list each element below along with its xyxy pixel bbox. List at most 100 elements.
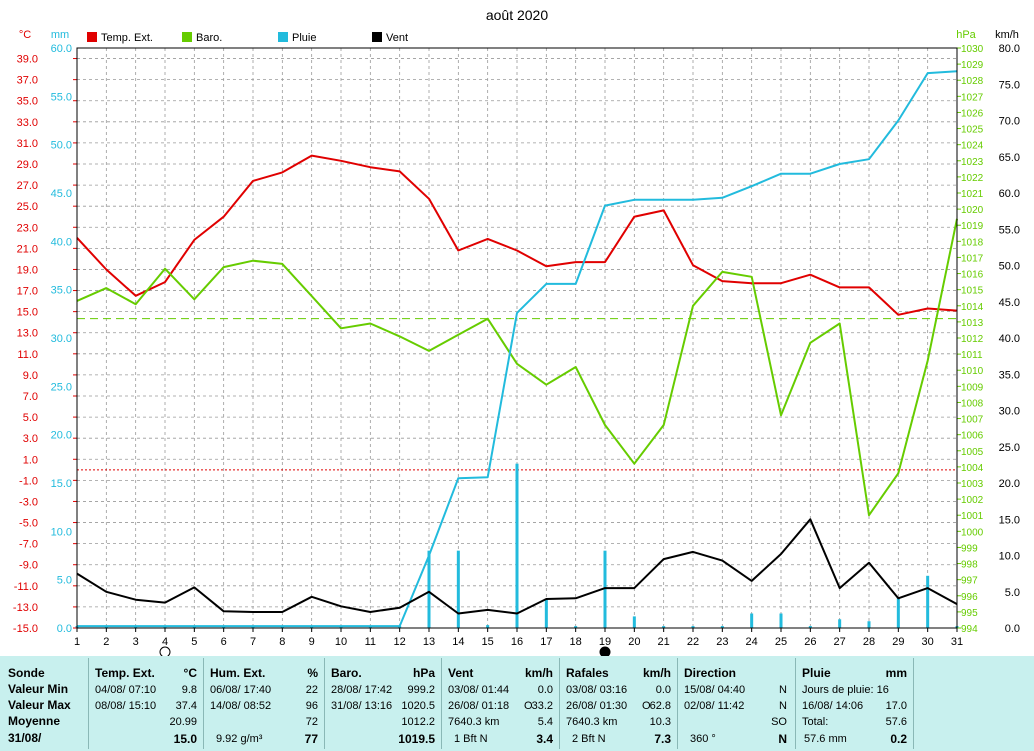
rain-tick-label: 35.0 <box>51 285 72 297</box>
temp-ext-line <box>76 154 958 316</box>
temp-tick-label: 3.0 <box>23 433 38 445</box>
baro-tick-label: 1007 <box>961 415 984 426</box>
rain-bar <box>544 599 548 628</box>
wind-tick-label: 35.0 <box>999 369 1020 381</box>
temp-tick-label: -7.0 <box>19 539 38 551</box>
wind-tick-label: 65.0 <box>999 152 1020 164</box>
series-lines <box>76 70 958 628</box>
raf-current: 7.3 <box>654 732 671 746</box>
raf-avg: 10.3 <box>649 716 671 728</box>
baro-min-date: 28/08/ 17:42 <box>331 684 393 696</box>
hum-column: Hum. Ext. % 06/08/ 17:40 22 14/08/ 08:52… <box>204 656 324 751</box>
wind-tick-label: 15.0 <box>999 514 1020 526</box>
x-tick-label: 3 <box>133 636 139 648</box>
baro-tick-label: 995 <box>961 608 978 619</box>
temp-tick-label: 15.0 <box>17 307 38 319</box>
x-tick-label: 13 <box>423 636 435 648</box>
baro-tick-label: 1015 <box>961 286 984 297</box>
baro-avg: 1012.2 <box>401 716 435 728</box>
vent-bft: 1 Bft N <box>454 733 488 745</box>
x-tick-label: 26 <box>804 636 816 648</box>
legend-label: Baro. <box>196 32 222 44</box>
raf-min-date: 03/08/ 03:16 <box>566 684 628 696</box>
wind-tick-label: 0.0 <box>1005 623 1020 635</box>
baro-tick-label: 999 <box>961 543 978 554</box>
wind-tick-label: 20.0 <box>999 478 1020 490</box>
vent-min-date: 03/08/ 01:44 <box>448 684 510 696</box>
x-tick-label: 6 <box>221 636 227 648</box>
wind-tick-label: 45.0 <box>999 297 1020 309</box>
x-tick-label: 4 <box>162 636 168 648</box>
x-tick-label: 31 <box>951 636 963 648</box>
raf-unit: km/h <box>642 666 671 680</box>
hum-unit: % <box>307 666 318 680</box>
baro-tick-label: 1030 <box>961 44 984 55</box>
pluie-total-label: Total: <box>802 716 829 728</box>
baro-tick-label: 1019 <box>961 221 984 232</box>
hum-min-date: 06/08/ 17:40 <box>210 684 272 696</box>
new-moon-icon <box>599 646 611 656</box>
dir-current: N <box>778 732 787 746</box>
pluie-max-date: 16/08/ 14:06 <box>802 700 864 712</box>
temp-tick-label: -1.0 <box>19 475 38 487</box>
labels-column: Sonde Valeur Min Valeur Max Moyenne 31/0… <box>0 656 88 751</box>
baro-tick-label: 997 <box>961 576 978 587</box>
temp-tick-label: -13.0 <box>13 602 38 614</box>
x-tick-label: 20 <box>628 636 640 648</box>
x-tick-label: 12 <box>394 636 406 648</box>
wind-axis-unit: km/h <box>995 29 1019 41</box>
temp-tick-label: 9.0 <box>23 370 38 382</box>
full-moon-icon <box>159 646 171 656</box>
dir-title: Direction <box>684 666 737 680</box>
rain-tick-label: 0.0 <box>57 623 72 635</box>
x-tick-label: 30 <box>922 636 934 648</box>
baro-tick-label: 1018 <box>961 237 984 248</box>
rain-bar <box>926 575 930 628</box>
pluie-unit: mm <box>885 666 907 680</box>
x-tick-label: 25 <box>775 636 787 648</box>
temp-max-date: 08/08/ 15:10 <box>95 700 157 712</box>
baro-unit: hPa <box>412 666 435 680</box>
weather-chart: août 2020 Temp. Ext. Baro. Pluie Vent °C mm… <box>13 7 1020 656</box>
rain-tick-label: 10.0 <box>51 526 72 538</box>
x-tick-label: 10 <box>335 636 347 648</box>
rain-axis-unit: mm <box>51 29 69 41</box>
raf-min-val: 0.0 <box>655 684 671 696</box>
baro-max-date: 31/08/ 13:16 <box>331 700 393 712</box>
x-tick-label: 16 <box>511 636 523 648</box>
rain-bar <box>867 621 871 628</box>
wind-tick-label: 25.0 <box>999 442 1020 454</box>
hum-max-date: 14/08/ 08:52 <box>210 700 272 712</box>
rain-bar <box>427 550 431 628</box>
temp-tick-label: 33.0 <box>17 117 38 129</box>
rain-bar <box>779 613 783 628</box>
rain-tick-label: 30.0 <box>51 333 72 345</box>
temp-tick-label: 37.0 <box>17 75 38 87</box>
x-tick-label: 8 <box>279 636 285 648</box>
baro-title: Baro. <box>331 666 362 680</box>
rain-bar <box>515 463 519 628</box>
temp-tick-label: -11.0 <box>14 581 38 593</box>
direction-column: Direction 15/08/ 04:40 N 02/08/ 11:42 N … <box>678 656 795 751</box>
vent-min-val: 0.0 <box>537 684 553 696</box>
legend-swatch <box>182 32 192 42</box>
temp-min-date: 04/08/ 07:10 <box>95 684 157 696</box>
rain-tick-label: 50.0 <box>51 140 72 152</box>
baro-tick-label: 1002 <box>961 495 984 506</box>
reference-lines <box>77 318 957 471</box>
vent-current: 3.4 <box>536 732 553 746</box>
rain-bar <box>574 626 578 628</box>
temp-tick-label: 5.0 <box>23 412 38 424</box>
pluie-title: Pluie <box>802 666 831 680</box>
baro-tick-label: 1012 <box>961 334 984 345</box>
vent-max-date: 26/08/ 01:18 <box>448 700 510 712</box>
pluie-total: 57.6 <box>885 716 907 728</box>
temp-tick-label: -15.0 <box>13 623 38 635</box>
rain-bar <box>750 613 754 628</box>
x-tick-label: 1 <box>74 636 80 648</box>
temp-tick-label: 35.0 <box>17 96 38 108</box>
temp-tick-label: -9.0 <box>19 560 38 572</box>
wind-tick-label: 50.0 <box>999 261 1020 273</box>
x-tick-label: 22 <box>687 636 699 648</box>
x-tick-label: 27 <box>834 636 846 648</box>
